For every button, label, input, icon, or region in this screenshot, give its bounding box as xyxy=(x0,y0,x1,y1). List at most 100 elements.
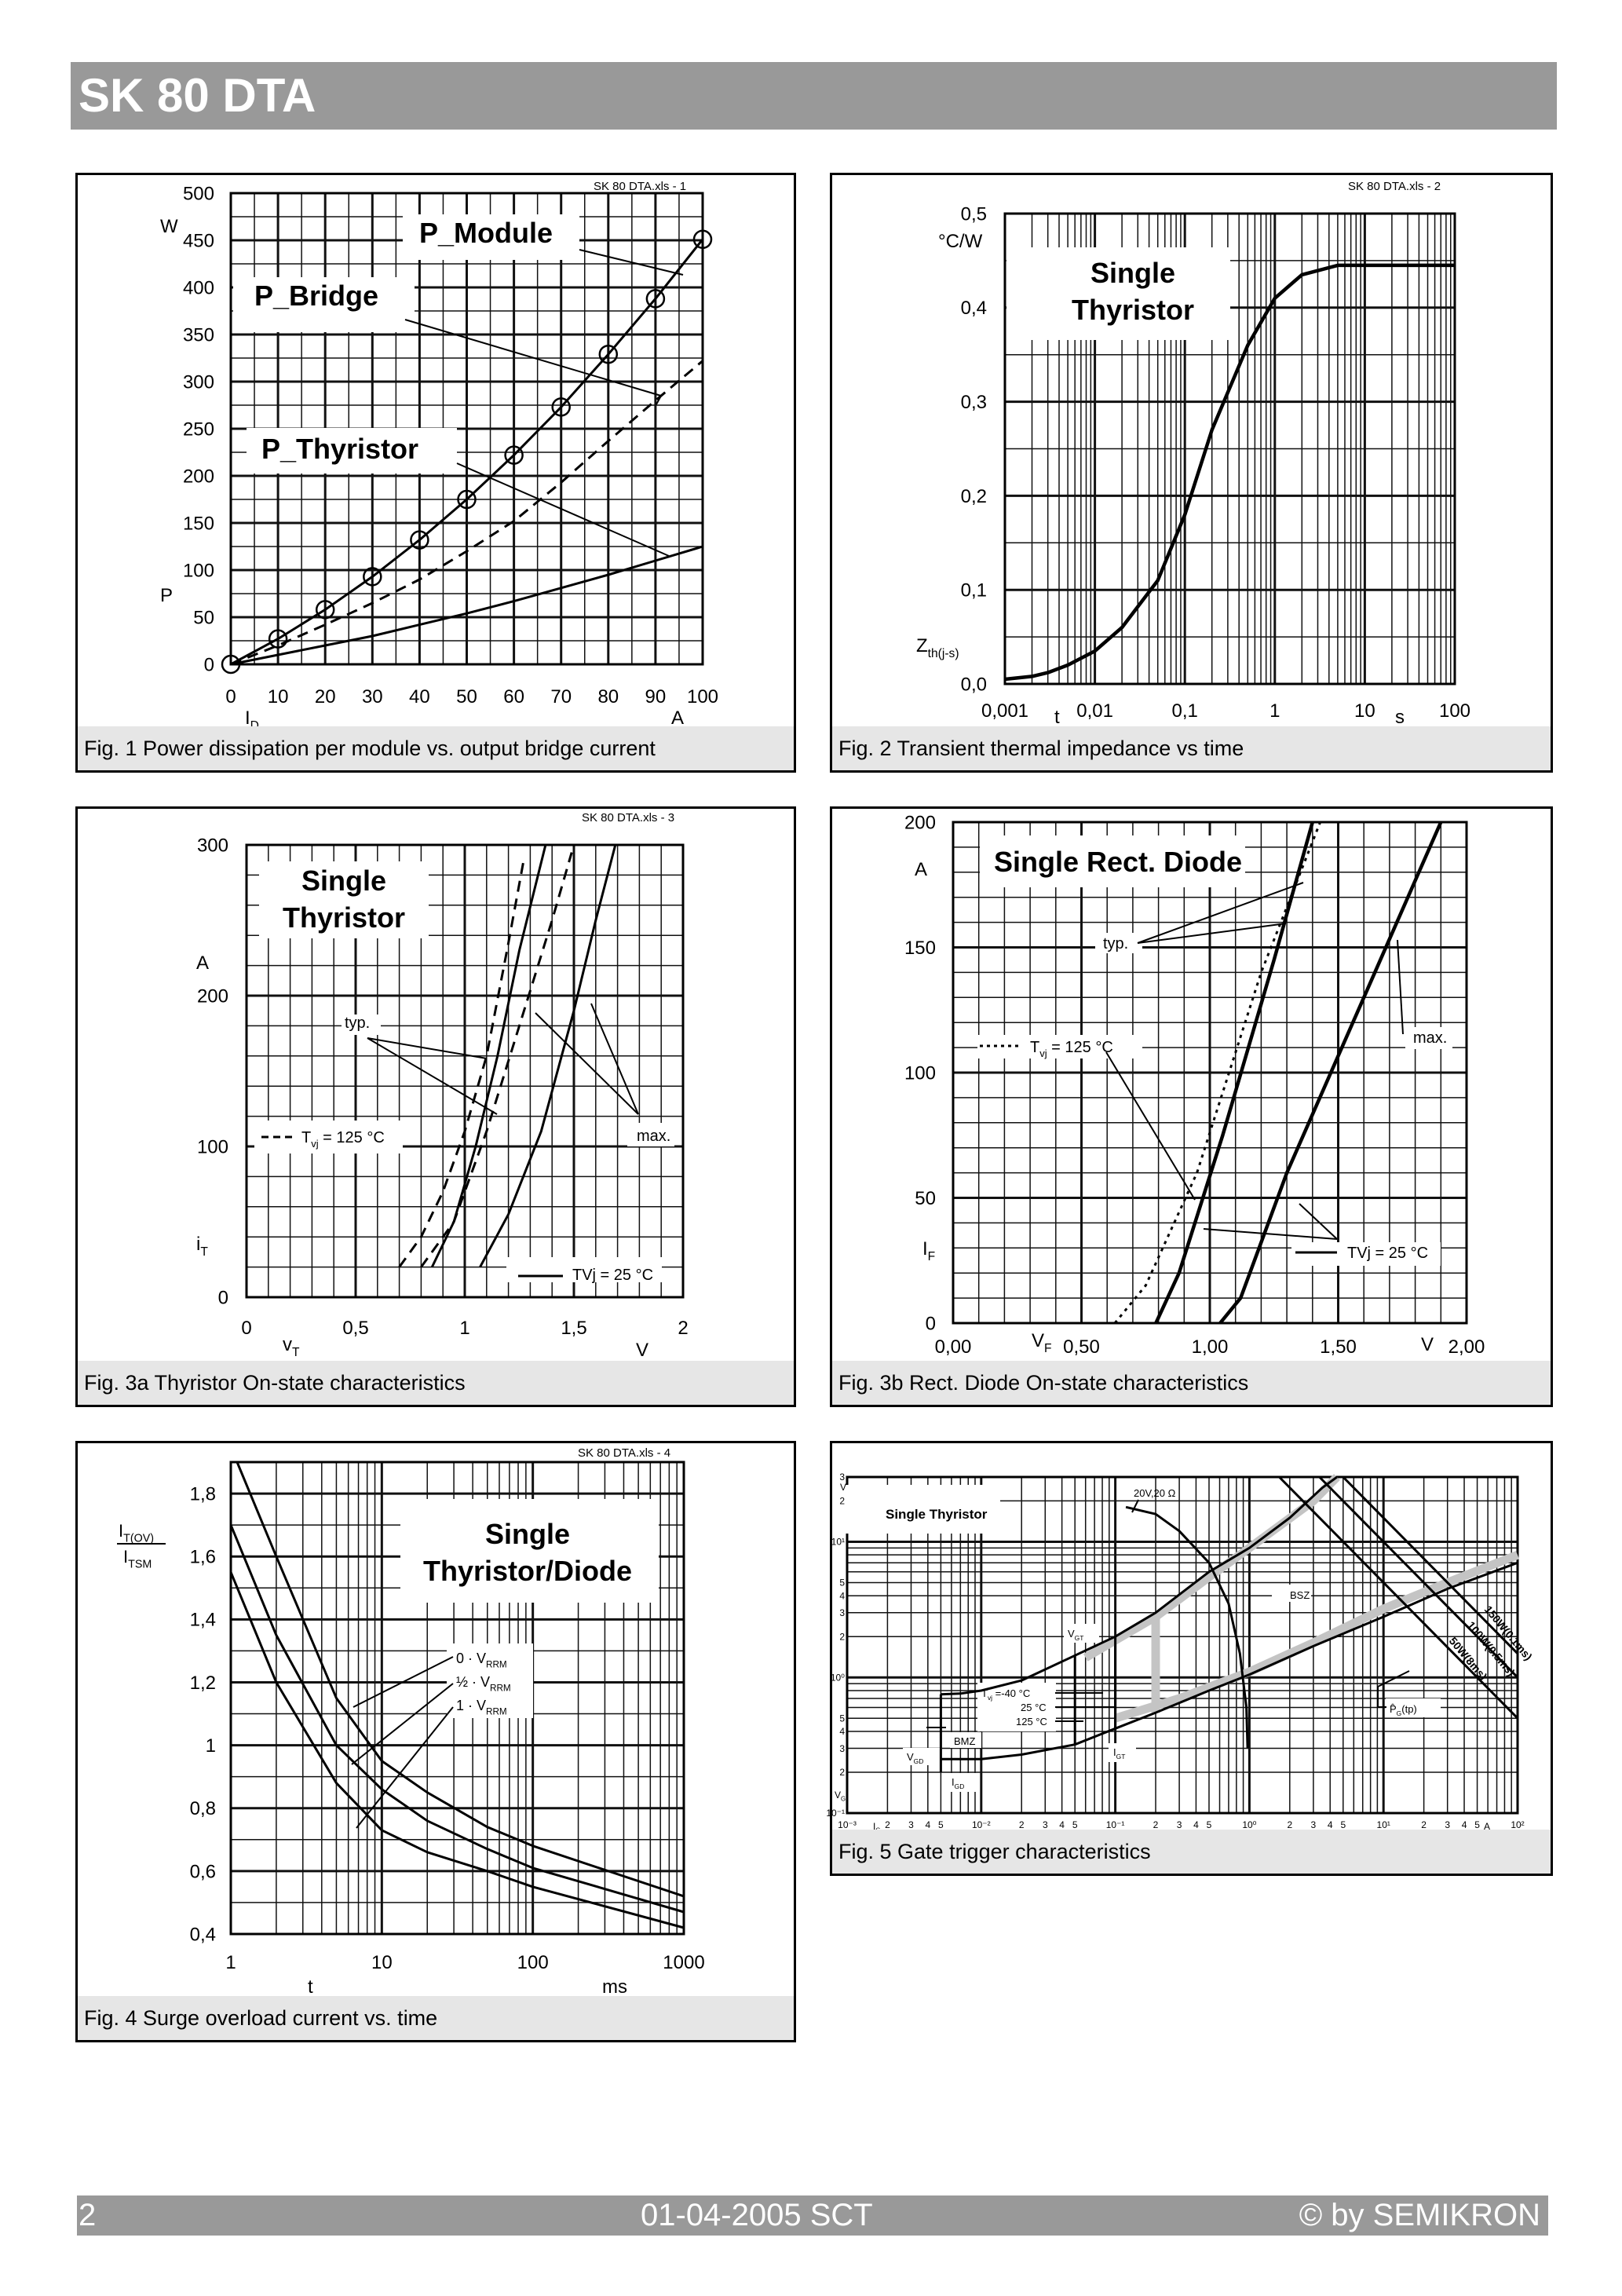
legend-tvj-25: TVj = 25 °C xyxy=(1347,1245,1428,1262)
label-igd: IGD xyxy=(952,1776,964,1790)
label-background xyxy=(447,1643,533,1718)
x-tick-label: 10⁰ xyxy=(1242,1819,1256,1830)
x-tick-label: 4 xyxy=(1462,1819,1467,1830)
leader-line xyxy=(353,1656,454,1708)
fig2-panel: 0,001 0,01 0,1 1 10 100 0,0 0,1 0,2 0,3 0,4 0,5 SK 8… xyxy=(830,173,1553,773)
fig4-panel: 1 10 100 1000 0,4 0,6 0,8 1 1,2 1,4 1,6 1,8 SK 80 DT… xyxy=(75,1441,796,2042)
label-background xyxy=(400,1499,659,1603)
x-tick-label: 100 xyxy=(517,1952,549,1973)
y-tick-label: 150 xyxy=(183,513,214,534)
series-group xyxy=(1113,821,1443,1325)
x-tick-label: 0,01 xyxy=(1076,700,1113,722)
data-point-marker xyxy=(410,530,429,550)
fig5-caption: Fig. 5 Gate trigger characteristics xyxy=(832,1830,1551,1874)
grid xyxy=(1003,212,1456,686)
x-tick-label: 10⁻³ xyxy=(838,1819,857,1830)
plot-frame xyxy=(245,843,685,1299)
y-axis-label: Zth(j-s) xyxy=(916,635,959,660)
fig3a-chart: 0 0,5 1 1,5 2 0 100 200 300 SK 80 DTA.xls - 3 Sing… xyxy=(196,811,689,1361)
y-tick-label: 10⁻¹ xyxy=(826,1808,845,1819)
fig3b-chart: 0,00 0,50 1,00 1,50 2,00 0 50 100 150 200 Single R… xyxy=(904,812,1485,1358)
legend-tvj-125: Tvj = 125 °C xyxy=(301,1129,385,1150)
data-point-marker xyxy=(504,445,524,465)
leader-line xyxy=(356,1706,454,1829)
x-tick-label: 30 xyxy=(362,686,383,707)
data-point-marker xyxy=(645,289,666,309)
leader-line xyxy=(404,319,662,397)
series-line-0 xyxy=(398,859,525,1268)
y-unit: W xyxy=(160,216,178,237)
label-bmz: BMZ xyxy=(954,1735,976,1747)
leader-line xyxy=(590,1003,639,1115)
x-tick-label: 10⁻² xyxy=(972,1819,991,1830)
label-background xyxy=(839,1485,1000,1534)
y-tick-label: 3 xyxy=(839,1472,845,1483)
header-bar: SK 80 DTA xyxy=(71,62,1557,130)
x-tick-label: 1 xyxy=(459,1318,469,1339)
legend-1-vrrm: 1 · VRRM xyxy=(456,1698,507,1717)
x-tick-label: 3 xyxy=(1311,1819,1317,1830)
series-line-1 xyxy=(229,1524,685,1914)
label-background xyxy=(627,1123,674,1146)
y-unit: °C/W xyxy=(938,231,983,252)
data-point-marker xyxy=(315,600,335,620)
leader-line xyxy=(1397,939,1404,1035)
fig5-panel: 10⁻³ 2 3 4 5 10⁻² 2 3 4 5 10⁻¹ 2 3 4 5 10⁰ 2 3 4 5 10¹ 2 3 4 5 10… xyxy=(826,1441,1553,1876)
label-background xyxy=(1095,933,1142,953)
y-tick-label: 0,4 xyxy=(961,298,987,319)
fig3a-caption: Fig. 3a Thyristor On-state characteristi… xyxy=(78,1361,794,1405)
chart-title-line2: Thyristor xyxy=(1072,294,1194,326)
y-tick-label: 0 xyxy=(204,654,214,675)
fig3b-panel: 0,00 0,50 1,00 1,50 2,00 0 50 100 150 200 Single R… xyxy=(830,806,1553,1407)
label-source-20v-20ohm: 20V,20 Ω xyxy=(1134,1487,1176,1499)
label-background xyxy=(1064,1624,1099,1643)
leader-line xyxy=(351,1683,454,1765)
label-background xyxy=(233,277,415,332)
leader-line xyxy=(367,1037,498,1115)
y-tick-label: 350 xyxy=(183,324,214,345)
leader-line xyxy=(535,1012,639,1115)
x-tick-label: 10² xyxy=(1511,1819,1524,1830)
x-tick-label: 100 xyxy=(687,686,718,707)
x-tick-label: 3 xyxy=(1177,1819,1182,1830)
series-line-0 xyxy=(236,1461,685,1898)
y-tick-label: 0,2 xyxy=(961,486,987,507)
x-tick-label: 3 xyxy=(1043,1819,1048,1830)
y-tick-label: 2 xyxy=(839,1496,845,1507)
series-line-0 xyxy=(1004,263,1455,682)
plot-frame xyxy=(846,1475,1519,1815)
y-tick-label: 2 xyxy=(839,1767,845,1778)
x-tick-label: 60 xyxy=(503,686,524,707)
series-group xyxy=(221,229,713,675)
series-line-3 xyxy=(941,1475,1338,1696)
chart-title: Single Rect. Diode xyxy=(994,846,1242,878)
label-tvj-40: Tvj =-40 °C xyxy=(981,1687,1030,1702)
label-background xyxy=(980,835,1245,887)
label-tvj-125: 125 °C xyxy=(1016,1716,1047,1727)
series-line-1 xyxy=(1154,821,1314,1324)
label-background xyxy=(247,428,457,473)
x-tick-label: 2 xyxy=(1287,1819,1292,1830)
label-background xyxy=(1272,1585,1311,1602)
x-tick-label: 100 xyxy=(1439,700,1470,722)
y-tick-label: 0,3 xyxy=(961,392,987,413)
legend-0-vrrm: 0 · VRRM xyxy=(456,1651,507,1669)
label-p-thyristor: P_Thyristor xyxy=(261,433,418,465)
y-tick-label: 500 xyxy=(183,183,214,204)
chart-title-line2: Thyristor xyxy=(283,901,405,934)
data-point-marker xyxy=(268,629,288,649)
x-axis-label: t xyxy=(308,1976,313,1998)
leader-line xyxy=(1299,1203,1338,1240)
chart-title-line1: Single xyxy=(485,1518,570,1550)
x-tick-label: 5 xyxy=(1207,1819,1212,1830)
footer-copyright: © by SEMIKRON xyxy=(1299,2198,1540,2232)
leader-line xyxy=(1131,1499,1139,1513)
x-tick-label: 70 xyxy=(550,686,572,707)
plot-frame xyxy=(229,192,704,666)
data-point-marker xyxy=(221,654,241,675)
file-label: SK 80 DTA.xls - 2 xyxy=(1348,180,1441,193)
y-tick-label: 100 xyxy=(197,1136,228,1157)
series-line-7 xyxy=(1318,1475,1519,1679)
x-unit: A xyxy=(1484,1821,1490,1832)
series-line-3 xyxy=(479,844,617,1268)
